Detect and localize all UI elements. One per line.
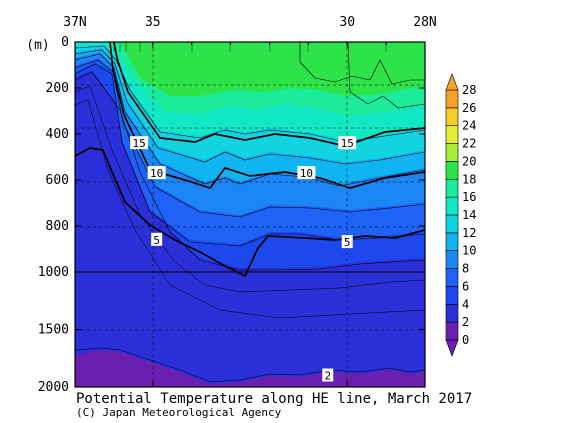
contour-thin-8 bbox=[74, 71, 426, 271]
y-tick-label: 2000 bbox=[38, 380, 69, 395]
contour-labels: 15 15 10 10 5 5 2 bbox=[130, 136, 357, 383]
chart-title: Potential Temperature along HE line, Mar… bbox=[76, 391, 472, 407]
credit-text: (C) Japan Meteorological Agency bbox=[76, 406, 282, 419]
contour-label-bg bbox=[147, 166, 166, 180]
colorbar-label: 22 bbox=[462, 137, 476, 151]
x-tick-label: 35 bbox=[145, 15, 161, 30]
contour-thin-6 bbox=[74, 59, 426, 218]
colorbar-label: 16 bbox=[462, 190, 476, 204]
contour-label-bg bbox=[322, 368, 334, 382]
colorbar-segment bbox=[445, 321, 459, 341]
colorbar-label: 14 bbox=[462, 208, 476, 222]
contour-label: 5 bbox=[153, 234, 160, 247]
colorbar-segment bbox=[445, 303, 459, 323]
contour-label: 10 bbox=[300, 167, 313, 180]
colorbar-segment bbox=[445, 196, 459, 216]
colorbar-bottom-arrow bbox=[445, 339, 459, 357]
colorbar-segment bbox=[445, 268, 459, 287]
colorbar-segment bbox=[445, 107, 459, 127]
y-tick-label: 0 bbox=[61, 35, 69, 50]
contour-thin-2 bbox=[347, 41, 426, 109]
colorbar-top-arrow bbox=[445, 73, 459, 91]
contour-label: 15 bbox=[341, 137, 354, 150]
x-tick-label: 28N bbox=[413, 15, 436, 30]
colorbar-label: 28 bbox=[462, 83, 476, 97]
colorbar-segment bbox=[445, 286, 459, 305]
colorbar-segment bbox=[445, 125, 459, 144]
y-tick-label: 800 bbox=[46, 219, 69, 234]
contour-thin-4 bbox=[74, 49, 426, 165]
colorbar-segment bbox=[445, 178, 459, 198]
colorbar-label: 24 bbox=[462, 119, 476, 133]
contour-label-bg bbox=[130, 136, 149, 150]
contour-10 bbox=[109, 41, 426, 189]
colorbar-label: 2 bbox=[462, 315, 469, 329]
contour-thin-5 bbox=[74, 53, 426, 187]
colorbar-label: 0 bbox=[462, 333, 469, 347]
colorbar-label: 4 bbox=[462, 297, 469, 311]
colorbar-segment bbox=[445, 161, 459, 180]
y-tick-label: 1500 bbox=[38, 323, 69, 338]
station-lines bbox=[113, 42, 387, 52]
y-tick-label: 600 bbox=[46, 173, 69, 188]
contour-label: 10 bbox=[150, 167, 163, 180]
section-plot-area bbox=[74, 41, 426, 387]
x-tick-label: 30 bbox=[339, 15, 355, 30]
contour-label-bg bbox=[338, 136, 357, 150]
colorbar-label: 26 bbox=[462, 101, 476, 115]
contour-thin-10 bbox=[74, 347, 426, 383]
colorbar-label: 20 bbox=[462, 154, 476, 168]
y-tick-label: 1000 bbox=[38, 265, 69, 280]
x-axis: 37N 35 30 28N bbox=[63, 15, 437, 387]
contour-label: 15 bbox=[133, 137, 146, 150]
contour-thin-11 bbox=[74, 99, 426, 319]
colorbar-label: 8 bbox=[462, 262, 469, 276]
contour-label-bg bbox=[341, 235, 353, 249]
colorbar-segment bbox=[445, 232, 459, 252]
contour-thin-1 bbox=[299, 42, 425, 85]
colorbar-label: 12 bbox=[462, 226, 476, 240]
colorbar-segment bbox=[445, 143, 459, 162]
colorbar-label: 6 bbox=[462, 279, 469, 293]
y-unit-label: (m) bbox=[26, 38, 49, 53]
contour-label-bg bbox=[151, 232, 163, 246]
y-tick-label: 400 bbox=[46, 127, 69, 142]
band-18-20 bbox=[120, 42, 425, 96]
colorbar-segment bbox=[445, 214, 459, 234]
contour-label-bg bbox=[297, 166, 316, 180]
y-axis: (m) 0 200 400 600 800 1000 1500 2000 bbox=[26, 35, 425, 395]
colorbar-segment bbox=[445, 89, 459, 109]
colorbar-label: 10 bbox=[462, 244, 476, 258]
y-tick-label: 200 bbox=[46, 81, 69, 96]
contour-thin-9 bbox=[74, 85, 426, 293]
plot-frame bbox=[74, 41, 426, 388]
contour-label: 2 bbox=[324, 370, 331, 383]
x-tick-label: 37N bbox=[63, 15, 86, 30]
colorbar-segment bbox=[445, 250, 459, 269]
colorbar-label: 18 bbox=[462, 172, 476, 186]
contour-label: 5 bbox=[344, 236, 351, 249]
band-lt-2 bbox=[75, 350, 425, 387]
